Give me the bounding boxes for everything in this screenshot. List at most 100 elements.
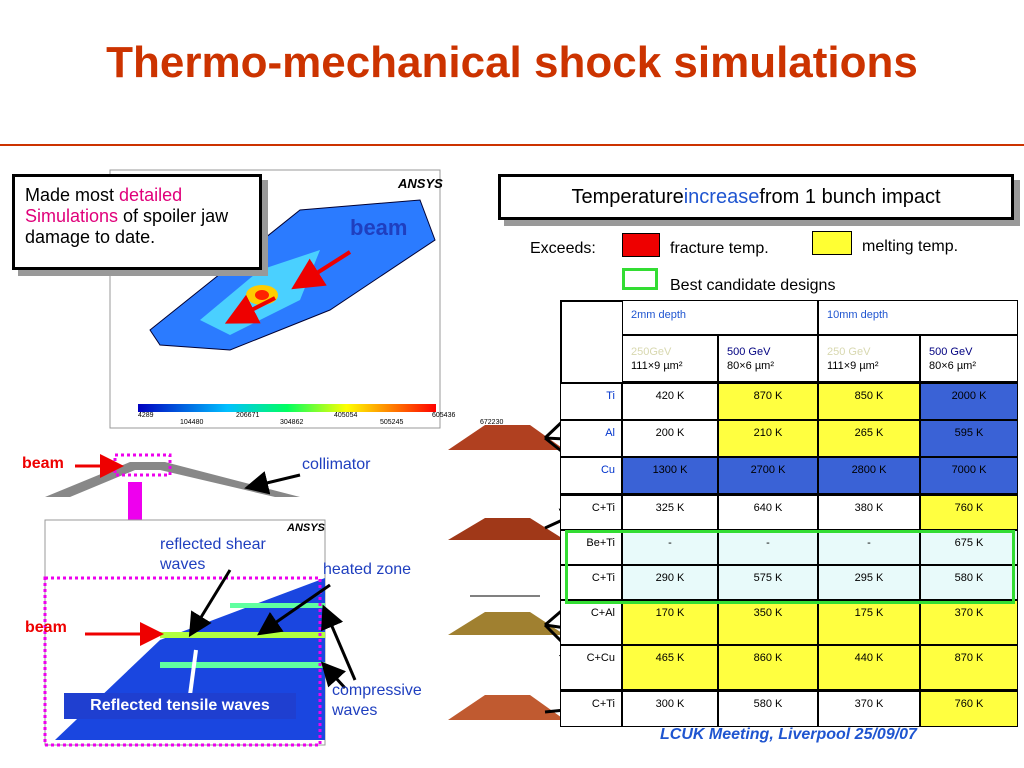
temperature-cell: 420 K xyxy=(622,382,718,420)
temperature-cell: 370 K xyxy=(818,690,920,727)
temperature-cell-text: 580 K xyxy=(954,572,984,584)
temperature-cell: 175 K xyxy=(818,600,920,645)
column-energy: 250GeV xyxy=(631,345,672,358)
row-label: C+Ti xyxy=(560,690,622,727)
temperature-cell: 575 K xyxy=(718,565,818,600)
temperature-cell: 465 K xyxy=(622,645,718,690)
row-label-text: C+Ti xyxy=(591,698,615,710)
row-label-text: C+Al xyxy=(590,607,615,619)
title: Thermo-mechanical shock simulations xyxy=(106,38,918,87)
jaw-model xyxy=(448,425,565,450)
temperature-cell-text: 870 K xyxy=(753,390,783,402)
label-beam: beam xyxy=(25,619,67,636)
ansys-logo: ANSYS xyxy=(398,176,443,191)
temperature-cell: 300 K xyxy=(622,690,718,727)
zoom-box xyxy=(43,576,322,747)
temperature-cell: 870 K xyxy=(920,645,1018,690)
temperature-cell-text: 200 K xyxy=(655,427,685,439)
legend-label: Exceeds: xyxy=(530,240,596,257)
row-label: Ti xyxy=(560,382,622,420)
temperature-cell-text: 265 K xyxy=(854,427,884,439)
pointer xyxy=(188,649,198,696)
label-shear: reflected shear waves xyxy=(160,536,266,573)
temperature-cell-text: 290 K xyxy=(655,572,685,584)
pointer xyxy=(188,569,232,638)
temperature-cell: - xyxy=(718,530,818,565)
temperature-cell: 290 K xyxy=(622,565,718,600)
column-energy: 500 GeV xyxy=(727,345,771,358)
row-label: C+Al xyxy=(560,600,622,645)
pointer xyxy=(320,661,347,690)
label-beam: beam xyxy=(22,455,64,472)
jaw-model xyxy=(448,518,565,540)
temperature-cell-text: - xyxy=(668,537,672,549)
scale-label: 4289 xyxy=(138,412,154,419)
temperature-cell-text: 350 K xyxy=(753,607,783,619)
temperature-cell: 760 K xyxy=(920,494,1018,530)
row-label: C+Cu xyxy=(560,645,622,690)
row-label-text: C+Ti xyxy=(591,572,615,584)
row-label-text: Ti xyxy=(606,390,615,402)
row-label-text: C+Cu xyxy=(586,652,615,664)
temperature-cell-text: 300 K xyxy=(655,698,685,710)
temperature-cell-text: 210 K xyxy=(753,427,783,439)
group-header-text: 2mm depth xyxy=(631,309,687,321)
legend-label: fracture temp. xyxy=(670,240,769,257)
temperature-cell-text: - xyxy=(766,537,770,549)
temperature-cell-text: 640 K xyxy=(753,502,783,514)
wave-band xyxy=(230,603,325,608)
scale-label: 605436 xyxy=(432,412,456,419)
temperature-cell: 1300 K xyxy=(622,457,718,494)
temperature-cell-text: 370 K xyxy=(954,607,984,619)
row-label: Be+Ti xyxy=(560,530,622,565)
temperature-cell-text: 575 K xyxy=(753,572,783,584)
temperature-cell: - xyxy=(818,530,920,565)
temperature-cell-text: 325 K xyxy=(655,502,685,514)
group-header-text: 10mm depth xyxy=(827,309,889,321)
legend-swatch xyxy=(812,231,852,255)
pointer xyxy=(321,604,357,681)
temperature-cell-text: 870 K xyxy=(954,652,984,664)
pointer xyxy=(244,471,301,495)
ansys-logo: ANSYS xyxy=(287,522,325,534)
group-header: 2mm depth xyxy=(622,300,818,335)
temperature-cell-text: 595 K xyxy=(954,427,984,439)
temperature-cell-text: 1300 K xyxy=(652,464,688,476)
temperature-cell-text: 760 K xyxy=(954,698,984,710)
legend-swatch xyxy=(622,268,658,290)
row-label-text: Cu xyxy=(600,464,615,476)
callout-text: of spoiler jaw damage to date. xyxy=(25,206,229,247)
temperature-cell: 380 K xyxy=(818,494,920,530)
legend-label: melting temp. xyxy=(862,238,959,255)
label-collimator: collimator xyxy=(302,456,371,473)
row-label-text: Be+Ti xyxy=(586,537,615,549)
temperature-cell-text: 675 K xyxy=(954,537,984,549)
temperature-cell: 595 K xyxy=(920,420,1018,457)
callout-text: Made most xyxy=(25,185,120,205)
label-heated: heated zone xyxy=(323,561,412,578)
temperature-cell-text: 370 K xyxy=(854,698,884,710)
scale-label: 104480 xyxy=(180,419,204,426)
temperature-cell-text: 760 K xyxy=(954,502,984,514)
temperature-cell: 200 K xyxy=(622,420,718,457)
column-size: 80×6 µm² xyxy=(727,359,774,372)
column-header: 250GeV 111×9 µm² xyxy=(622,335,718,382)
temperature-cell-text: 175 K xyxy=(854,607,884,619)
temperature-cell: 370 K xyxy=(920,600,1018,645)
scale-label: 304862 xyxy=(280,419,304,426)
temperature-cell: 640 K xyxy=(718,494,818,530)
scale-label: 405054 xyxy=(334,412,358,419)
temperature-cell: 870 K xyxy=(718,382,818,420)
best-highlight xyxy=(565,530,1015,604)
temperature-cell: 440 K xyxy=(818,645,920,690)
temperature-cell: 2700 K xyxy=(718,457,818,494)
column-header: 500 GeV 80×6 µm² xyxy=(920,335,1018,382)
temperature-cell: 760 K xyxy=(920,690,1018,727)
temperature-cell: 210 K xyxy=(718,420,818,457)
footer: LCUK Meeting, Liverpool 25/09/07 xyxy=(660,726,917,743)
column-energy: 250 GeV xyxy=(827,345,871,358)
temperature-cell-text: 850 K xyxy=(854,390,884,402)
legend-label: Best candidate designs xyxy=(670,277,836,294)
row-label-text: Al xyxy=(605,427,615,439)
